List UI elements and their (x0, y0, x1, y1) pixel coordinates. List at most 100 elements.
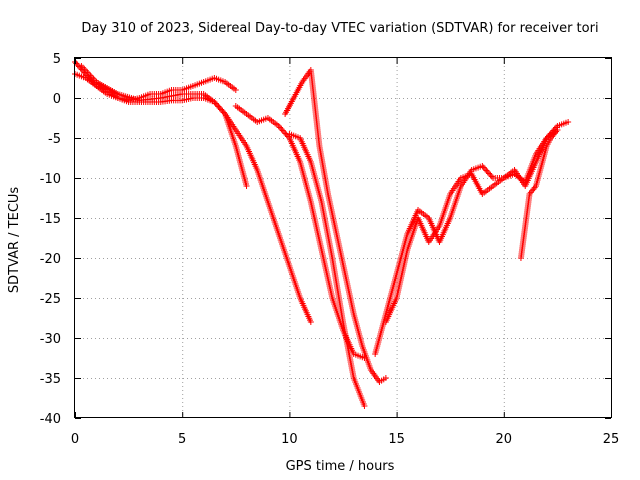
interpolated-markers (74, 71, 87, 81)
interpolated-markers (469, 172, 485, 196)
y-tick-label-4: -15 (40, 212, 61, 227)
interpolated-markers (223, 112, 238, 132)
interpolated-markers (297, 136, 314, 164)
interpolated-markers (513, 172, 527, 184)
data-point (382, 375, 389, 381)
interpolated-markers (405, 208, 421, 236)
x-tick-labels: 0 5 10 15 20 25 (71, 432, 619, 447)
y-tick-label-9: -40 (40, 412, 61, 427)
interpolated-markers (283, 96, 296, 116)
interpolated-markers (544, 137, 553, 147)
interpolated-markers (351, 313, 365, 347)
x-tick-label-0: 0 (71, 432, 79, 447)
interpolated-markers (245, 112, 259, 124)
interpolated-markers (319, 249, 335, 299)
y-tick-label-7: -30 (40, 332, 61, 347)
interpolated-markers (416, 208, 430, 220)
interpolated-markers (202, 75, 216, 85)
interpolated-markers (233, 128, 249, 148)
data-point (232, 87, 239, 93)
interpolated-markers (276, 233, 292, 267)
interpolated-markers (533, 161, 545, 187)
y-tick-label-2: -5 (48, 132, 61, 147)
data-point (243, 183, 250, 189)
axis-ticks (75, 58, 612, 419)
interpolated-markers (534, 136, 549, 156)
x-tick-label-2: 10 (281, 432, 298, 447)
series-track-1 (72, 59, 239, 104)
interpolated-markers (316, 145, 331, 195)
interpolated-markers (159, 87, 173, 97)
interpolated-markers (342, 273, 357, 315)
grid-lines (75, 58, 611, 418)
interpolated-markers (202, 92, 216, 104)
interpolated-markers (415, 216, 431, 244)
chart-title: Day 310 of 2023, Sidereal Day-to-day VTE… (81, 21, 598, 36)
data-point (307, 319, 314, 325)
y-tick-label-6: -25 (40, 292, 61, 307)
data-point (565, 119, 572, 125)
interpolated-markers (234, 104, 248, 116)
interpolated-markers (116, 91, 141, 103)
interpolated-markers (256, 115, 269, 125)
interpolated-markers (291, 80, 305, 100)
interpolated-markers (318, 201, 335, 259)
interpolated-markers (491, 176, 506, 188)
y-tick-label-5: -20 (40, 252, 61, 267)
interpolated-markers (369, 368, 382, 384)
interpolated-markers (329, 257, 346, 323)
x-tick-label-5: 25 (603, 432, 620, 447)
interpolated-markers (244, 144, 260, 172)
interpolated-markers (527, 184, 538, 196)
interpolated-markers (549, 128, 560, 140)
interpolated-markers (460, 171, 473, 181)
x-axis-label: GPS time / hours (286, 459, 395, 474)
interpolated-markers (297, 296, 314, 324)
interpolated-markers (360, 345, 374, 371)
interpolated-markers (383, 296, 399, 324)
interpolated-markers (394, 249, 410, 299)
plot-frame (74, 57, 612, 418)
x-tick-label-3: 15 (388, 432, 405, 447)
interpolated-markers (223, 80, 238, 92)
series-track-6 (286, 131, 368, 409)
interpolated-markers (502, 171, 516, 181)
series-track-7 (372, 119, 572, 357)
interpolated-markers (192, 79, 205, 89)
series-track-8 (382, 127, 561, 325)
interpolated-markers (333, 233, 348, 275)
interpolated-markers (265, 201, 282, 235)
interpolated-markers (394, 233, 410, 275)
interpolated-markers (448, 176, 463, 196)
interpolated-markers (254, 169, 271, 203)
series-track-3 (78, 63, 314, 325)
x-tick-label-1: 5 (178, 432, 186, 447)
y-tick-label-8: -35 (40, 372, 61, 387)
x-tick-label-4: 20 (496, 432, 513, 447)
interpolated-markers (378, 376, 387, 384)
interpolated-markers (159, 97, 173, 105)
interpolated-markers (117, 95, 130, 105)
y-axis-label: SDTVAR / TECUs (7, 187, 22, 294)
interpolated-markers (481, 184, 495, 196)
y-tick-label-1: 0 (53, 92, 61, 107)
interpolated-markers (447, 185, 464, 219)
series-track-4 (232, 103, 368, 361)
interpolated-markers (437, 216, 453, 244)
interpolated-markers (287, 265, 303, 299)
interpolated-markers (95, 84, 109, 96)
interpolated-markers (539, 145, 550, 163)
data-point (361, 403, 368, 409)
data-points (72, 59, 572, 409)
interpolated-markers (383, 273, 400, 315)
y-tick-label-0: 5 (53, 52, 61, 67)
interpolated-markers (556, 119, 569, 129)
interpolated-markers (426, 224, 442, 244)
interpolated-markers (523, 153, 539, 183)
interpolated-markers (308, 161, 325, 203)
interpolated-markers (522, 193, 533, 227)
interpolated-markers (308, 201, 325, 251)
interpolated-markers (233, 145, 249, 187)
interpolated-markers (288, 131, 301, 141)
